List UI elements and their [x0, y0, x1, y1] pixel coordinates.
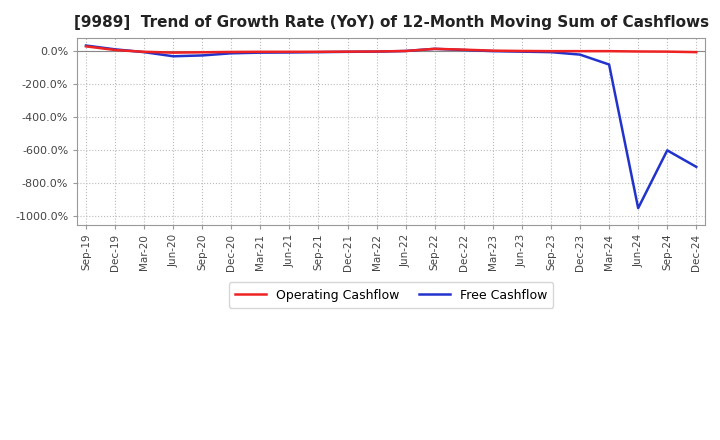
Operating Cashflow: [81, 44, 90, 49]
Legend: Operating Cashflow, Free Cashflow: Operating Cashflow, Free Cashflow: [229, 282, 554, 308]
Operating Cashflow: [401, 48, 410, 54]
Free Cashflow: [227, 51, 235, 56]
Free Cashflow: [285, 50, 294, 55]
Operating Cashflow: [518, 48, 526, 54]
Operating Cashflow: [256, 49, 265, 55]
Line: Free Cashflow: Free Cashflow: [86, 45, 696, 208]
Operating Cashflow: [692, 50, 701, 55]
Free Cashflow: [546, 50, 555, 55]
Operating Cashflow: [489, 48, 498, 53]
Free Cashflow: [489, 48, 498, 54]
Free Cashflow: [140, 50, 148, 55]
Free Cashflow: [605, 62, 613, 67]
Line: Operating Cashflow: Operating Cashflow: [86, 46, 696, 53]
Free Cashflow: [198, 53, 207, 58]
Free Cashflow: [401, 48, 410, 54]
Title: [9989]  Trend of Growth Rate (YoY) of 12-Month Moving Sum of Cashflows: [9989] Trend of Growth Rate (YoY) of 12-…: [73, 15, 708, 30]
Free Cashflow: [372, 49, 381, 54]
Free Cashflow: [111, 47, 120, 52]
Free Cashflow: [169, 54, 178, 59]
Operating Cashflow: [576, 48, 585, 54]
Free Cashflow: [576, 52, 585, 57]
Free Cashflow: [692, 164, 701, 169]
Free Cashflow: [256, 50, 265, 55]
Operating Cashflow: [459, 47, 468, 52]
Operating Cashflow: [634, 49, 642, 54]
Operating Cashflow: [227, 49, 235, 55]
Free Cashflow: [459, 48, 468, 53]
Free Cashflow: [431, 46, 439, 51]
Operating Cashflow: [198, 50, 207, 55]
Free Cashflow: [518, 49, 526, 54]
Operating Cashflow: [546, 48, 555, 54]
Operating Cashflow: [663, 49, 672, 54]
Free Cashflow: [343, 49, 352, 55]
Operating Cashflow: [140, 49, 148, 55]
Operating Cashflow: [111, 48, 120, 53]
Operating Cashflow: [372, 49, 381, 54]
Operating Cashflow: [431, 46, 439, 51]
Free Cashflow: [634, 205, 642, 211]
Operating Cashflow: [343, 49, 352, 54]
Operating Cashflow: [605, 48, 613, 54]
Free Cashflow: [81, 43, 90, 48]
Free Cashflow: [663, 148, 672, 153]
Free Cashflow: [314, 50, 323, 55]
Operating Cashflow: [314, 49, 323, 55]
Operating Cashflow: [285, 49, 294, 55]
Operating Cashflow: [169, 50, 178, 55]
